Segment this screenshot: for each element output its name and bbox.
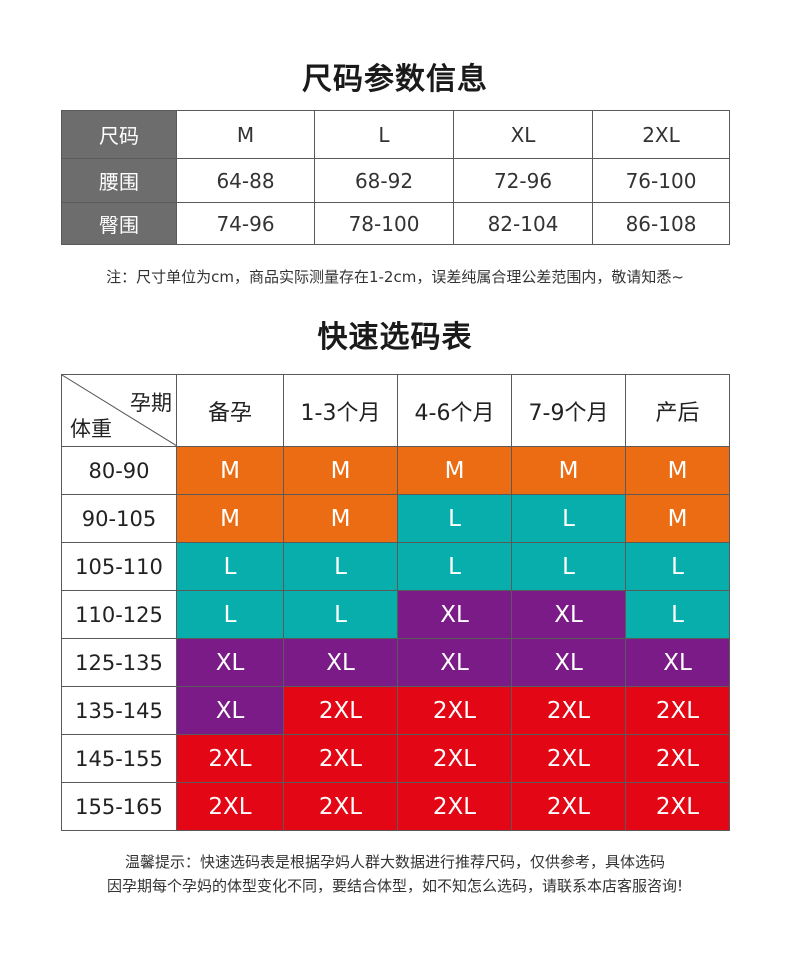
recommended-size-cell: 2XL: [176, 734, 284, 783]
recommended-size-cell: 2XL: [176, 782, 284, 831]
weight-cell: 110-125: [61, 590, 177, 639]
quick-size-table: 孕期 体重 备孕 1-3个月 4-6个月 7-9个月 产后 80-90 M M M M M…: [61, 374, 730, 831]
recommended-size-cell: 2XL: [511, 686, 626, 735]
recommended-size-cell: 2XL: [397, 782, 512, 831]
size-header-label: 尺码: [61, 110, 177, 159]
quick-row: 145-155 2XL 2XL 2XL 2XL 2XL: [61, 734, 730, 783]
recommended-size-cell: XL: [625, 638, 730, 687]
corner-weight-label: 体重: [70, 417, 112, 441]
hip-label: 臀围: [61, 202, 177, 245]
period-header: 7-9个月: [511, 374, 626, 447]
size-header-m: M: [176, 110, 315, 159]
recommended-size-cell: XL: [283, 638, 398, 687]
recommended-size-cell: M: [283, 446, 398, 495]
quick-row: 125-135 XL XL XL XL XL: [61, 638, 730, 687]
recommended-size-cell: XL: [511, 638, 626, 687]
size-header-2xl: 2XL: [592, 110, 730, 159]
recommended-size-cell: 2XL: [283, 782, 398, 831]
hip-m: 74-96: [176, 202, 315, 245]
recommended-size-cell: XL: [176, 686, 284, 735]
recommended-size-cell: M: [625, 494, 730, 543]
recommended-size-cell: M: [625, 446, 730, 495]
recommended-size-cell: M: [176, 494, 284, 543]
recommended-size-cell: XL: [397, 590, 512, 639]
recommended-size-cell: M: [176, 446, 284, 495]
weight-cell: 155-165: [61, 782, 177, 831]
weight-cell: 90-105: [61, 494, 177, 543]
recommended-size-cell: L: [397, 494, 512, 543]
hip-xl: 82-104: [453, 202, 593, 245]
size-header-row: 尺码 M L XL 2XL: [61, 110, 730, 159]
weight-cell: 80-90: [61, 446, 177, 495]
recommended-size-cell: XL: [397, 638, 512, 687]
quick-row: 110-125 L L XL XL L: [61, 590, 730, 639]
recommended-size-cell: L: [625, 542, 730, 591]
waist-m: 64-88: [176, 158, 315, 203]
recommended-size-cell: 2XL: [511, 734, 626, 783]
recommended-size-cell: 2XL: [283, 734, 398, 783]
size-parameter-table: 尺码 M L XL 2XL 腰围 64-88 68-92 72-96 76-10…: [61, 110, 730, 245]
recommended-size-cell: L: [176, 542, 284, 591]
weight-cell: 145-155: [61, 734, 177, 783]
diagonal-divider: [62, 375, 176, 446]
waist-row: 腰围 64-88 68-92 72-96 76-100: [61, 158, 730, 203]
period-header: 4-6个月: [397, 374, 512, 447]
hip-row: 臀围 74-96 78-100 82-104 86-108: [61, 202, 730, 245]
tip-line-2: 因孕期每个孕妈的体型变化不同，要结合体型，如不知怎么选码，请联系本店客服咨询!: [106, 877, 684, 895]
size-header-l: L: [314, 110, 454, 159]
weight-cell: 135-145: [61, 686, 177, 735]
corner-cell: 孕期 体重: [61, 374, 177, 447]
recommended-size-cell: L: [283, 542, 398, 591]
size-table-title: 尺码参数信息: [302, 62, 488, 97]
weight-cell: 105-110: [61, 542, 177, 591]
recommended-size-cell: XL: [176, 638, 284, 687]
recommended-size-cell: L: [511, 542, 626, 591]
corner-period-label: 孕期: [130, 391, 172, 415]
recommended-size-cell: 2XL: [397, 734, 512, 783]
waist-xl: 72-96: [453, 158, 593, 203]
period-header: 备孕: [176, 374, 284, 447]
measurement-note: 注：尺寸单位为cm，商品实际测量存在1-2cm，误差纯属合理公差范围内，敬请知悉…: [106, 268, 684, 286]
waist-2xl: 76-100: [592, 158, 730, 203]
tip-line-1: 温馨提示：快速选码表是根据孕妈人群大数据进行推荐尺码，仅供参考，具体选码: [124, 853, 665, 871]
quick-row: 105-110 L L L L L: [61, 542, 730, 591]
waist-l: 68-92: [314, 158, 454, 203]
recommended-size-cell: M: [397, 446, 512, 495]
quick-row: 80-90 M M M M M: [61, 446, 730, 495]
quick-header-row: 孕期 体重 备孕 1-3个月 4-6个月 7-9个月 产后: [61, 374, 730, 447]
waist-label: 腰围: [61, 158, 177, 203]
recommended-size-cell: L: [283, 590, 398, 639]
recommended-size-cell: L: [511, 494, 626, 543]
recommended-size-cell: 2XL: [625, 686, 730, 735]
recommended-size-cell: 2XL: [397, 686, 512, 735]
quick-table-title: 快速选码表: [317, 320, 473, 355]
recommended-size-cell: L: [176, 590, 284, 639]
recommended-size-cell: XL: [511, 590, 626, 639]
recommended-size-cell: 2XL: [283, 686, 398, 735]
recommended-size-cell: 2XL: [511, 782, 626, 831]
quick-row: 155-165 2XL 2XL 2XL 2XL 2XL: [61, 782, 730, 831]
recommended-size-cell: L: [625, 590, 730, 639]
recommended-size-cell: 2XL: [625, 782, 730, 831]
period-header: 产后: [625, 374, 730, 447]
recommended-size-cell: 2XL: [625, 734, 730, 783]
hip-l: 78-100: [314, 202, 454, 245]
recommended-size-cell: L: [397, 542, 512, 591]
recommended-size-cell: M: [283, 494, 398, 543]
recommended-size-cell: M: [511, 446, 626, 495]
hip-2xl: 86-108: [592, 202, 730, 245]
period-header: 1-3个月: [283, 374, 398, 447]
quick-row: 90-105 M M L L M: [61, 494, 730, 543]
quick-row: 135-145 XL 2XL 2XL 2XL 2XL: [61, 686, 730, 735]
size-header-xl: XL: [453, 110, 593, 159]
weight-cell: 125-135: [61, 638, 177, 687]
